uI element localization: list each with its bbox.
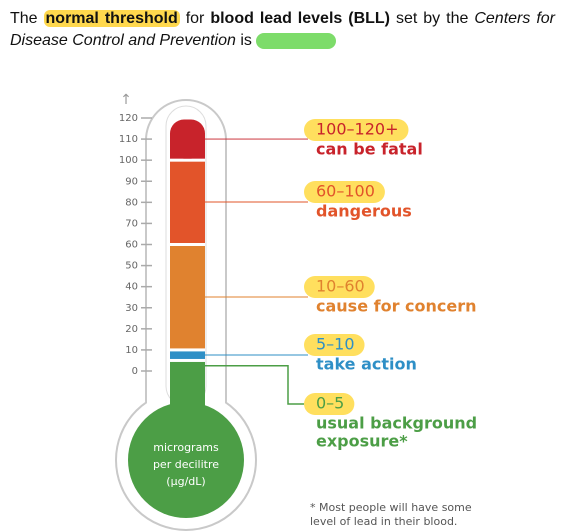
bulb	[128, 402, 244, 518]
range-highlight	[304, 393, 355, 415]
label: usual background	[316, 414, 477, 433]
range-highlight	[304, 334, 365, 356]
tick-label: 10	[125, 345, 138, 356]
q-highlight: normal threshold	[43, 10, 180, 27]
q-bold: blood lead levels (BLL)	[210, 10, 391, 27]
range: 0–5	[316, 394, 344, 413]
q-text: is	[235, 32, 252, 49]
label: cause for concern	[316, 297, 477, 316]
unit: (μg/dL)	[166, 475, 205, 488]
range-highlight	[304, 276, 375, 298]
range-highlight	[304, 181, 385, 203]
label: dangerous	[316, 202, 412, 221]
answer-blank[interactable]	[255, 32, 336, 49]
q-italic: Centers for Disease Control and Preventi…	[10, 10, 555, 49]
segment	[170, 351, 205, 359]
range: 5–10	[316, 335, 355, 354]
segment	[170, 161, 205, 243]
segment	[170, 361, 205, 420]
label: can be fatal	[316, 140, 423, 159]
label: take action	[316, 355, 417, 374]
footnote: * Most people will have some	[310, 501, 472, 514]
question: The normal threshold for blood lead leve…	[10, 8, 555, 52]
range: 10–60	[316, 277, 365, 296]
range: 100–120+	[316, 120, 398, 139]
unit: micrograms	[153, 441, 219, 454]
tick-label: 100	[119, 155, 138, 166]
label: exposure*	[316, 432, 408, 451]
tick-label: 60	[125, 240, 138, 251]
tick-label: 90	[125, 176, 138, 187]
tick-label: 50	[125, 261, 138, 272]
tick-label: 70	[125, 218, 138, 229]
tick-label: 0	[132, 366, 138, 377]
tick-label: 80	[125, 197, 138, 208]
tick-label: 20	[125, 324, 138, 335]
q-text: set by the	[390, 10, 475, 27]
leader	[205, 364, 304, 405]
tick-label: 40	[125, 282, 138, 293]
segment	[170, 246, 205, 349]
q-text: for	[179, 10, 211, 27]
tick-label: 30	[125, 303, 138, 314]
segment-fill	[170, 133, 205, 159]
tick-label: 110	[119, 134, 138, 145]
tick-label: 120	[119, 113, 138, 124]
unit: per decilitre	[153, 458, 219, 471]
arrow: ↑	[120, 92, 132, 108]
q-text: The	[10, 10, 44, 27]
range: 60–100	[316, 182, 375, 201]
footnote: level of lead in their blood.	[310, 515, 457, 528]
range-highlight	[304, 119, 409, 141]
